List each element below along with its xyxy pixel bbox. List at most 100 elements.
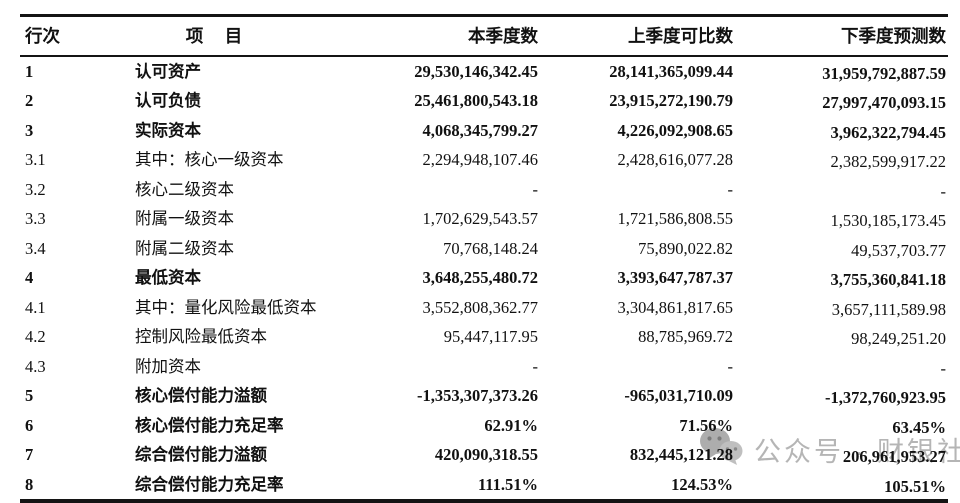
header-current-quarter: 本季度数 [355, 15, 540, 57]
cell-next-quarter: - [940, 358, 947, 378]
cell-row-no: 7 [25, 445, 34, 465]
cell-row-no: 1 [25, 62, 34, 81]
cell-current-quarter: 25,461,800,543.18 [414, 91, 538, 111]
cell-current-quarter: 62.91% [484, 415, 538, 435]
table-row: 4 最低资本 3,648,255,480.72 3,393,647,787.37… [20, 263, 948, 292]
table-row: 4.3 附加资本 - - - [20, 352, 948, 381]
header-next-quarter: 下季度预测数 [735, 15, 948, 57]
cell-prev-quarter: 88,785,969.72 [638, 327, 733, 347]
table-row: 2 认可负债 25,461,800,543.18 23,915,272,190.… [20, 86, 948, 115]
cell-next-quarter: 49,537,703.77 [851, 240, 946, 260]
cell-current-quarter: 95,447,117.95 [443, 327, 538, 347]
cell-next-quarter: 3,755,360,841.18 [830, 270, 947, 290]
table-row: 8 综合偿付能力充足率 111.51% 124.53% 105.51% [20, 470, 948, 501]
cell-row-no: 3.1 [25, 150, 46, 170]
table-row: 4.1 其中：量化风险最低资本 3,552,808,362.77 3,304,8… [20, 293, 948, 322]
cell-next-quarter: 27,997,470,093.15 [822, 93, 946, 113]
cell-current-quarter: 111.51% [477, 474, 538, 494]
cell-row-no: 6 [25, 415, 34, 435]
cell-item: 控制风险最低资本 [135, 327, 267, 347]
table-row: 5 核心偿付能力溢额 -1,353,307,373.26 -965,031,71… [20, 381, 948, 410]
cell-item: 附加资本 [135, 356, 201, 376]
cell-row-no: 8 [25, 474, 34, 494]
table-row: 3.2 核心二级资本 - - - [20, 175, 948, 204]
table-body: 1 认可资产 29,530,146,342.45 28,141,365,099.… [20, 56, 948, 501]
table-row: 3.3 附属一级资本 1,702,629,543.57 1,721,586,80… [20, 204, 948, 233]
cell-item: 最低资本 [135, 268, 201, 288]
cell-item: 核心偿付能力充足率 [135, 415, 284, 435]
cell-next-quarter: 1,530,185,173.45 [830, 211, 947, 231]
cell-item: 附属一级资本 [135, 209, 234, 229]
table-row: 3 实际资本 4,068,345,799.27 4,226,092,908.65… [20, 116, 948, 145]
solvency-table: 行次 项 目 本季度数 上季度可比数 下季度预测数 1 认可资产 29,530,… [20, 14, 948, 503]
cell-prev-quarter: 124.53% [671, 474, 733, 494]
cell-next-quarter: 206,961,953.27 [842, 447, 946, 467]
cell-item: 认可负债 [135, 91, 201, 111]
watermark-text: 公众号 · 财银社 [754, 437, 960, 467]
table-row: 1 认可资产 29,530,146,342.45 28,141,365,099.… [20, 56, 948, 86]
cell-prev-quarter: - [727, 356, 734, 376]
table-row: 3.4 附属二级资本 70,768,148.24 75,890,022.82 4… [20, 234, 948, 263]
table-row: 4.2 控制风险最低资本 95,447,117.95 88,785,969.72… [20, 322, 948, 351]
cell-row-no: 2 [25, 91, 34, 111]
header-item: 项 目 [75, 15, 355, 57]
cell-current-quarter: - [532, 356, 539, 376]
cell-next-quarter: 3,657,111,589.98 [831, 299, 946, 319]
cell-item: 综合偿付能力充足率 [135, 474, 284, 494]
cell-row-no: 3.2 [25, 179, 46, 199]
cell-row-no: 4.3 [25, 356, 46, 376]
cell-prev-quarter: 2,428,616,077.28 [617, 150, 734, 170]
cell-item: 核心二级资本 [135, 179, 234, 199]
cell-current-quarter: 70,768,148.24 [443, 238, 538, 258]
cell-current-quarter: 420,090,318.55 [434, 445, 538, 465]
wechat-icon [698, 426, 744, 473]
cell-next-quarter: 105.51% [884, 476, 946, 496]
cell-row-no: 3 [25, 120, 34, 140]
header-row-no: 行次 [20, 15, 75, 57]
cell-current-quarter: 3,552,808,362.77 [422, 297, 539, 317]
cell-item: 附属二级资本 [135, 238, 234, 258]
cell-prev-quarter: 28,141,365,099.44 [609, 62, 733, 81]
cell-row-no: 5 [25, 386, 34, 406]
cell-next-quarter: - [940, 181, 947, 201]
cell-next-quarter: 31,959,792,887.59 [822, 64, 946, 83]
cell-next-quarter: 3,962,322,794.45 [830, 122, 947, 142]
cell-item: 认可资产 [135, 62, 201, 81]
cell-prev-quarter: 4,226,092,908.65 [617, 120, 734, 140]
cell-current-quarter: 2,294,948,107.46 [422, 150, 539, 170]
cell-row-no: 4.2 [25, 327, 46, 347]
cell-current-quarter: 1,702,629,543.57 [422, 209, 539, 229]
watermark: 公众号 · 财银社 [698, 426, 960, 473]
cell-current-quarter: 29,530,146,342.45 [414, 62, 538, 81]
cell-prev-quarter: 1,721,586,808.55 [617, 209, 734, 229]
cell-current-quarter: - [532, 179, 539, 199]
cell-prev-quarter: 832,445,121.28 [629, 445, 733, 465]
cell-item: 其中：核心一级资本 [135, 150, 284, 170]
table-header: 行次 项 目 本季度数 上季度可比数 下季度预测数 [20, 15, 948, 57]
cell-item: 核心偿付能力溢额 [135, 386, 267, 406]
cell-next-quarter: 63.45% [892, 417, 946, 437]
solvency-table-container: 行次 项 目 本季度数 上季度可比数 下季度预测数 1 认可资产 29,530,… [20, 14, 948, 503]
cell-prev-quarter: 75,890,022.82 [638, 238, 733, 258]
cell-next-quarter: 98,249,251.20 [851, 329, 946, 349]
cell-row-no: 3.3 [25, 209, 46, 229]
cell-next-quarter: -1,372,760,923.95 [825, 388, 946, 408]
cell-row-no: 3.4 [25, 238, 46, 258]
header-row: 行次 项 目 本季度数 上季度可比数 下季度预测数 [20, 15, 948, 57]
cell-prev-quarter: 71.56% [679, 415, 733, 435]
cell-prev-quarter: 3,304,861,817.65 [617, 297, 734, 317]
table-row: 6 核心偿付能力充足率 62.91% 71.56% 63.45% [20, 411, 948, 440]
cell-row-no: 4 [25, 268, 34, 288]
cell-item: 综合偿付能力溢额 [135, 445, 267, 465]
table-row: 3.1 其中：核心一级资本 2,294,948,107.46 2,428,616… [20, 145, 948, 174]
cell-current-quarter: -1,353,307,373.26 [417, 386, 538, 406]
cell-prev-quarter: 23,915,272,190.79 [609, 91, 733, 111]
cell-row-no: 4.1 [25, 297, 46, 317]
cell-current-quarter: 3,648,255,480.72 [422, 268, 539, 288]
cell-prev-quarter: 3,393,647,787.37 [617, 268, 734, 288]
cell-prev-quarter: -965,031,710.09 [624, 386, 733, 406]
cell-item: 其中：量化风险最低资本 [135, 297, 317, 317]
cell-next-quarter: 2,382,599,917.22 [830, 152, 947, 172]
cell-prev-quarter: - [727, 179, 734, 199]
cell-current-quarter: 4,068,345,799.27 [422, 120, 539, 140]
